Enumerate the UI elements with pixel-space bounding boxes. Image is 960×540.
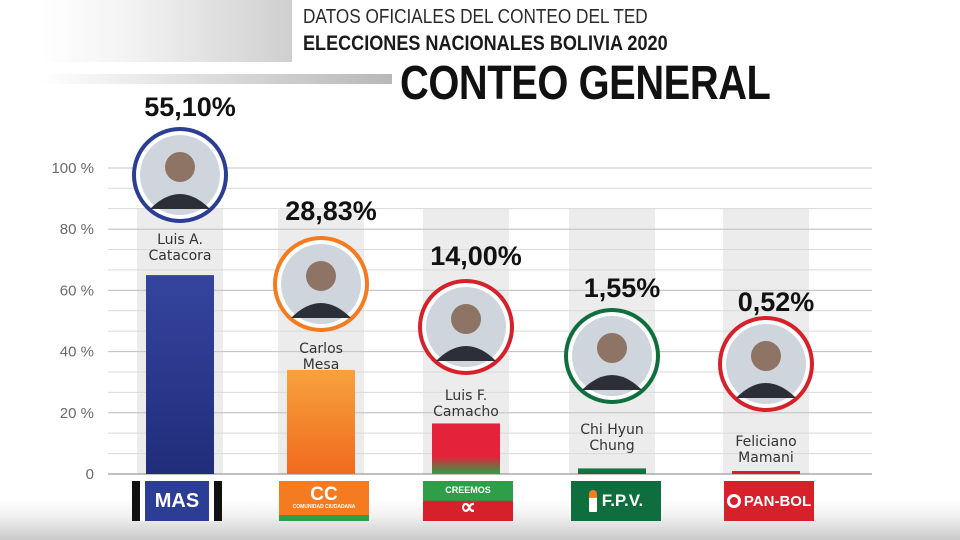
candidate-head-icon: [165, 152, 195, 182]
party-logo-creemos: CREEMOS ∝: [423, 481, 513, 521]
page-title: CONTEO GENERAL: [400, 57, 771, 110]
candidate-name-label: Luis A.: [157, 232, 203, 248]
candidate-head-icon: [597, 333, 627, 363]
value-label: 55,10%: [144, 92, 236, 122]
candidate-name-label: Mesa: [303, 357, 340, 373]
candidate-name-label: Mamani: [738, 450, 794, 466]
party-logo-fpv-label: F.P.V.: [601, 491, 644, 510]
candidate-body-icon: [150, 194, 210, 209]
candidate-name-label: Carlos: [299, 341, 343, 357]
sun-icon: [726, 494, 741, 508]
bar: [432, 423, 500, 474]
y-tick-label: 0: [86, 466, 94, 483]
bar: [732, 471, 800, 474]
candidate-name-label: Chung: [589, 438, 634, 454]
y-tick-label: 20 %: [60, 405, 94, 422]
y-tick-label: 60 %: [60, 282, 94, 299]
candidate-body-icon: [436, 346, 496, 361]
candidate-head-icon: [451, 304, 481, 334]
candidate-name-label: Camacho: [433, 404, 499, 420]
party-logo-creemos-label: CREEMOS: [445, 485, 491, 495]
party-logo-cc-label: CC: [310, 484, 338, 505]
party-logo-cc: CC COMUNIDAD CIUDADANA: [279, 481, 369, 521]
party-logo-panbol-label: PAN-BOL: [743, 492, 812, 510]
value-label: 1,55%: [584, 273, 661, 303]
y-tick-label: 40 %: [60, 344, 94, 361]
candidate-body-icon: [736, 383, 796, 398]
party-logo-panbol: PAN-BOL: [724, 481, 814, 521]
bar: [146, 275, 214, 474]
header-gradient-band: [40, 0, 292, 62]
candidate-body-icon: [582, 375, 642, 390]
torch-icon: [588, 490, 597, 512]
party-logo-fpv: F.P.V.: [571, 481, 661, 521]
subtitle-line-1: DATOS OFICIALES DEL CONTEO DEL TED: [303, 6, 648, 28]
value-label: 14,00%: [430, 241, 522, 271]
value-label: 28,83%: [285, 196, 377, 226]
bar: [287, 369, 355, 474]
party-logo-mas-label: MAS: [154, 489, 200, 512]
subtitle-line-2: ELECCIONES NACIONALES BOLIVIA 2020: [303, 32, 668, 55]
party-logo-cc-sublabel: COMUNIDAD CIUDADANA: [292, 504, 356, 510]
candidate-name-label: Feliciano: [735, 434, 796, 450]
candidate-body-icon: [291, 303, 351, 318]
party-logo-mas: MAS: [132, 481, 222, 521]
candidate-name-label: Chi Hyun: [580, 422, 644, 438]
header-underline: [40, 74, 392, 84]
bar: [578, 468, 646, 474]
y-tick-label: 80 %: [60, 221, 94, 238]
creemos-symbol-icon: ∝: [460, 494, 476, 519]
y-tick-label: 100 %: [51, 160, 94, 177]
candidate-name-label: Catacora: [148, 248, 211, 264]
candidate-name-label: Luis F.: [445, 388, 487, 404]
value-label: 0,52%: [738, 287, 815, 317]
candidate-head-icon: [751, 341, 781, 371]
candidate-head-icon: [306, 261, 336, 291]
